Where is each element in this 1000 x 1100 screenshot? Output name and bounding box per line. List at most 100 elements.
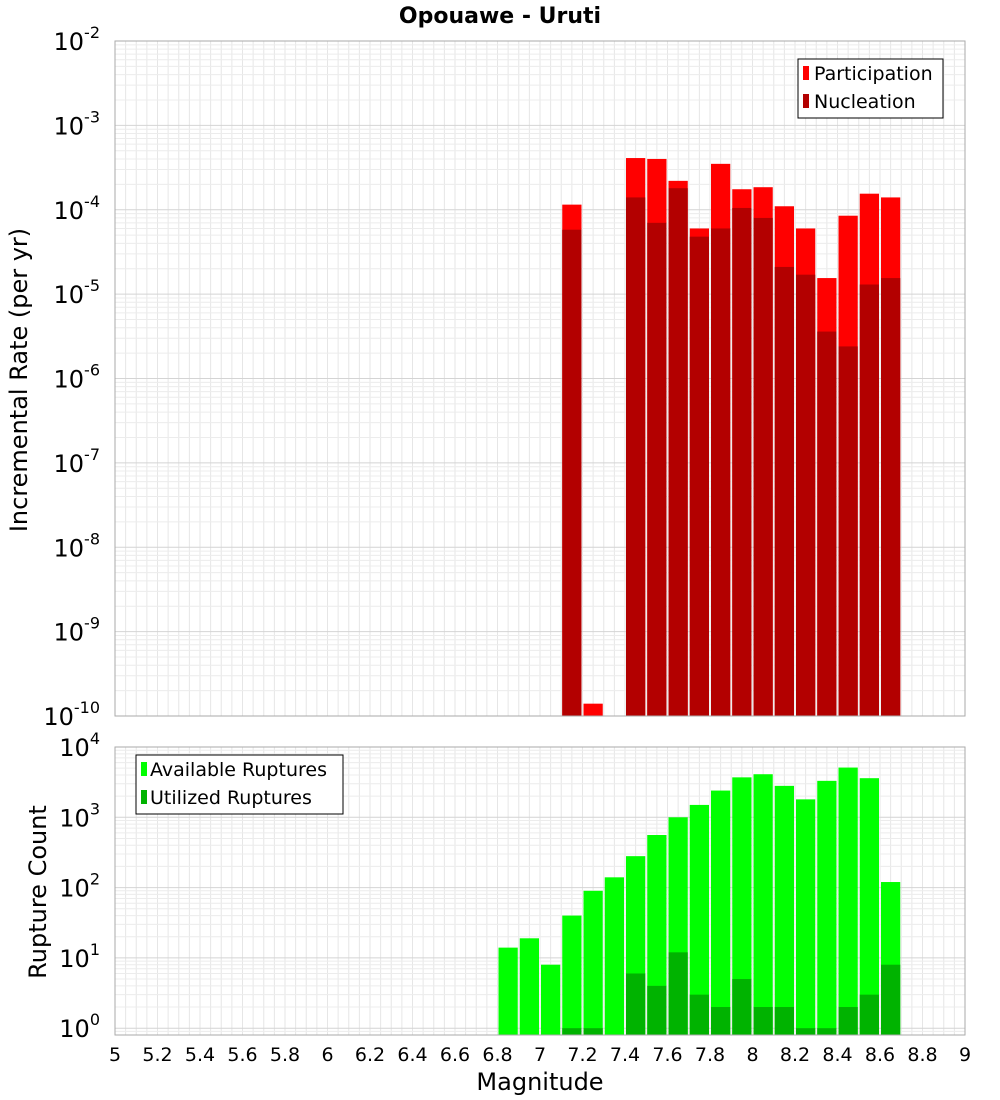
legend-swatch-participation — [803, 66, 809, 80]
top-bar-secondary — [774, 266, 794, 716]
top-bar-secondary — [796, 274, 816, 716]
top-y-tick-base: 10 — [54, 197, 85, 225]
top-y-tick-label: 10-6 — [54, 361, 101, 394]
bottom-y-tick-exponent: 0 — [90, 1010, 100, 1029]
bottom-legend-box — [135, 754, 344, 815]
bottom-y-tick-exponent: 2 — [90, 870, 100, 889]
top-y-tick-exponent: -5 — [84, 276, 100, 295]
bottom-bar-primary — [689, 804, 709, 1035]
bottom-legend: Available Ruptures Utilized Ruptures — [135, 754, 344, 815]
bottom-bar-primary — [498, 947, 518, 1035]
bottom-y-tick-label: 104 — [59, 729, 100, 762]
top-y-tick-label: 10-4 — [54, 192, 101, 225]
top-plot: 10-210-310-410-510-610-710-810-910-10 In… — [5, 23, 966, 731]
x-tick-label: 6.4 — [397, 1044, 427, 1066]
x-tick-label: 5.8 — [270, 1044, 300, 1066]
top-bar-secondary — [626, 197, 646, 717]
legend-swatch-nucleation — [803, 94, 809, 108]
x-tick-label: 8.2 — [780, 1044, 810, 1066]
bottom-bar-primary — [562, 915, 582, 1035]
top-y-tick-label: 10-2 — [54, 23, 101, 56]
x-tick-label: 7.8 — [695, 1044, 725, 1066]
top-bar-secondary — [753, 217, 773, 716]
top-y-tick-exponent: -2 — [84, 23, 100, 42]
top-bar-secondary — [689, 236, 709, 716]
top-y-tick-base: 10 — [54, 450, 85, 478]
bottom-plot-frame — [114, 746, 966, 1036]
bottom-y-tick-base: 10 — [59, 804, 90, 832]
top-y-tick-exponent: -6 — [84, 361, 100, 380]
top-y-tick-label: 10-7 — [54, 445, 101, 478]
bottom-bar-primary — [796, 799, 816, 1035]
top-y-tick-exponent: -10 — [74, 698, 100, 717]
top-bar-secondary — [881, 278, 901, 716]
bottom-y-tick-base: 10 — [59, 734, 90, 762]
x-tick-label: 6.6 — [440, 1044, 470, 1066]
bottom-bar-primary — [519, 938, 539, 1035]
top-plot-frame — [114, 40, 966, 717]
top-y-tick-base: 10 — [54, 112, 85, 140]
legend-swatch-available — [141, 762, 147, 776]
top-y-tick-label: 10-10 — [43, 698, 100, 731]
x-tick-label: 8.6 — [865, 1044, 895, 1066]
bottom-y-tick-exponent: 3 — [90, 799, 100, 818]
x-tick-label: 7 — [534, 1044, 546, 1066]
top-y-tick-label: 10-8 — [54, 529, 101, 562]
bottom-bar-secondary — [711, 1007, 731, 1035]
top-bar-secondary — [711, 228, 731, 716]
x-tick-label: 6.2 — [355, 1044, 385, 1066]
top-bar-secondary — [838, 346, 858, 716]
bottom-bar-secondary — [774, 1007, 794, 1035]
top-y-tick-label: 10-5 — [54, 276, 101, 309]
top-y-axis-label: Incremental Rate (per yr) — [5, 228, 33, 532]
x-tick-labels: 5 5.2 5.4 5.6 5.8 6 6.2 6.4 6.6 6.8 7 7.2 7.4 7.6 7.8 8… — [109, 1044, 971, 1066]
x-tick-label: 7.6 — [652, 1044, 682, 1066]
bottom-bar-secondary — [796, 1028, 816, 1035]
top-y-tick-exponent: -7 — [84, 445, 100, 464]
bottom-bar-secondary — [838, 1007, 858, 1035]
bottom-bar-secondary — [859, 994, 879, 1035]
x-tick-label: 5.2 — [142, 1044, 172, 1066]
bottom-bar-secondary — [732, 979, 752, 1035]
legend-swatch-utilized — [141, 790, 147, 804]
bottom-y-tick-base: 10 — [59, 875, 90, 903]
top-legend-box — [797, 58, 944, 119]
top-legend: Participation Nucleation — [797, 58, 944, 119]
bottom-y-tick-base: 10 — [59, 945, 90, 973]
bottom-y-axis-label: Rupture Count — [24, 805, 52, 979]
x-tick-label: 8.4 — [822, 1044, 852, 1066]
bottom-bar-secondary — [647, 985, 667, 1035]
legend-label-participation: Participation — [814, 63, 933, 85]
top-y-tick-exponent: -9 — [84, 614, 100, 633]
bottom-bar-primary — [753, 774, 773, 1035]
bottom-bars — [498, 767, 901, 1035]
top-y-tick-exponent: -8 — [84, 529, 100, 548]
bottom-bar-primary — [774, 785, 794, 1035]
top-grid — [114, 40, 966, 717]
bottom-bar-primary — [583, 890, 603, 1035]
top-bar-secondary — [859, 284, 879, 716]
bottom-y-tick-exponent: 4 — [90, 729, 100, 748]
bottom-y-tick-label: 102 — [59, 870, 100, 903]
bottom-bar-primary — [732, 777, 752, 1035]
bottom-bar-secondary — [753, 1007, 773, 1035]
bottom-bar-secondary — [817, 1028, 837, 1035]
bottom-bar-secondary — [689, 994, 709, 1035]
top-y-tick-label: 10-3 — [54, 107, 101, 140]
chart-title: Opouawe - Uruti — [399, 4, 601, 29]
x-tick-label: 7.4 — [610, 1044, 640, 1066]
bottom-bar-primary — [604, 877, 624, 1035]
bottom-bar-secondary — [881, 964, 901, 1035]
bottom-bar-primary — [859, 778, 879, 1035]
x-tick-label: 5.6 — [227, 1044, 257, 1066]
top-y-tick-labels: 10-210-310-410-510-610-710-810-910-10 — [43, 23, 100, 731]
top-y-tick-base: 10 — [43, 703, 74, 731]
x-tick-label: 6 — [321, 1044, 333, 1066]
bottom-bar-secondary — [562, 1028, 582, 1035]
bottom-bar-secondary — [626, 973, 646, 1035]
top-bars — [562, 158, 901, 717]
top-bar-primary — [583, 703, 603, 716]
bottom-bar-primary — [838, 767, 858, 1035]
